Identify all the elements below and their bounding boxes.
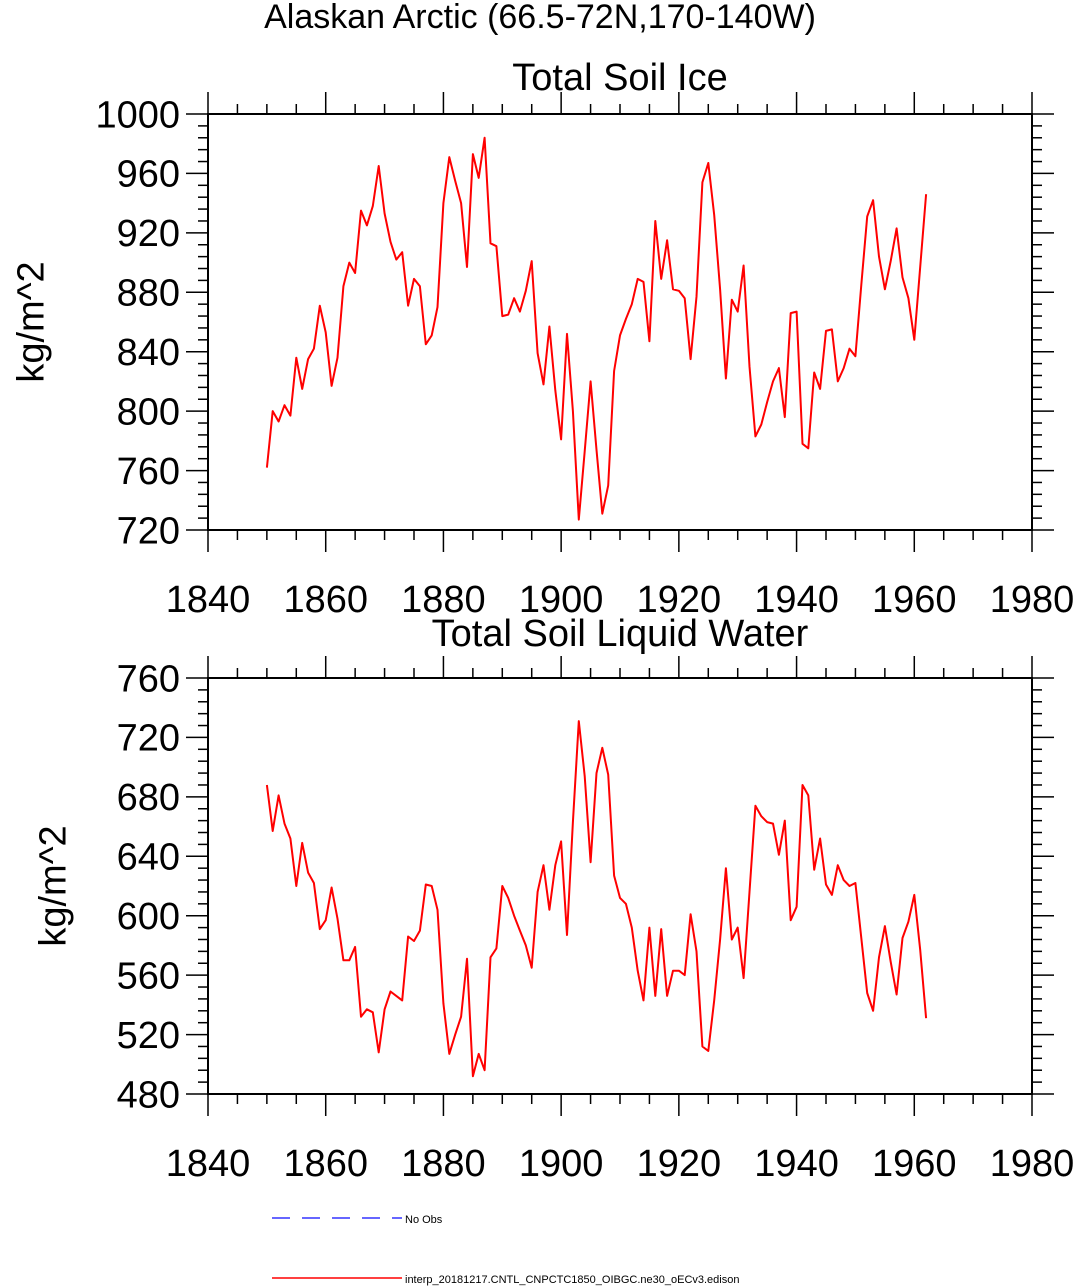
- legend-label-model: interp_20181217.CNTL_CNPCTC1850_OIBGC.ne…: [405, 1274, 739, 1286]
- x-tick-label: 1840: [166, 579, 251, 621]
- x-tick-label: 1920: [637, 579, 722, 621]
- y-tick-label: 1000: [95, 94, 180, 136]
- plot-total-soil-ice: Total Soil Ice kg/m^2 720 760 800 840 880 920 96…: [10, 57, 1074, 621]
- x-tick-label: 1880: [401, 1143, 486, 1185]
- x-tick-label: 1920: [637, 1143, 722, 1185]
- y-axis-label: kg/m^2: [32, 825, 74, 946]
- y-tick-label: 680: [117, 777, 180, 819]
- x-tick-label: 1880: [401, 579, 486, 621]
- y-tick-label: 520: [117, 1015, 180, 1057]
- x-tick-label: 1900: [519, 579, 604, 621]
- plot-frame: [207, 677, 1033, 1095]
- plot-title: Total Soil Ice: [512, 57, 727, 99]
- y-axis-label: kg/m^2: [10, 261, 52, 382]
- x-tick-label: 1960: [872, 579, 957, 621]
- series-line: [265, 720, 928, 1078]
- y-tick-label: 840: [117, 332, 180, 374]
- figure-suptitle: Alaskan Arctic (66.5-72N,170-140W): [264, 0, 816, 36]
- y-tick-label: 480: [117, 1074, 180, 1116]
- y-tick-label: 600: [117, 896, 180, 938]
- y-tick-label: 760: [117, 658, 180, 700]
- x-tick-label: 1980: [990, 1143, 1075, 1185]
- x-tick-label: 1960: [872, 1143, 957, 1185]
- y-tick-label: 560: [117, 955, 180, 997]
- y-tick-label: 720: [117, 718, 180, 760]
- series-line: [265, 136, 928, 521]
- x-tick-label: 1840: [166, 1143, 251, 1185]
- y-tick-label: 920: [117, 213, 180, 255]
- x-tick-label: 1940: [754, 579, 839, 621]
- x-tick-label: 1900: [519, 1143, 604, 1185]
- x-tick-label: 1940: [754, 1143, 839, 1185]
- plot-title: Total Soil Liquid Water: [432, 613, 809, 655]
- legend: No Obs interp_20181217.CNTL_CNPCTC1850_O…: [272, 1214, 739, 1286]
- x-tick-label: 1980: [990, 579, 1075, 621]
- y-tick-label: 880: [117, 273, 180, 315]
- y-tick-label: 800: [117, 391, 180, 433]
- x-tick-label: 1860: [283, 579, 368, 621]
- legend-label-no-obs: No Obs: [405, 1214, 443, 1226]
- plot-total-soil-liquid-water: Total Soil Liquid Water kg/m^2 480 520 560 60…: [32, 613, 1074, 1185]
- plot-frame: [207, 113, 1033, 531]
- x-tick-label: 1860: [283, 1143, 368, 1185]
- y-tick-label: 640: [117, 837, 180, 879]
- y-tick-label: 720: [117, 510, 180, 552]
- y-tick-label: 960: [117, 154, 180, 196]
- y-tick-label: 760: [117, 451, 180, 493]
